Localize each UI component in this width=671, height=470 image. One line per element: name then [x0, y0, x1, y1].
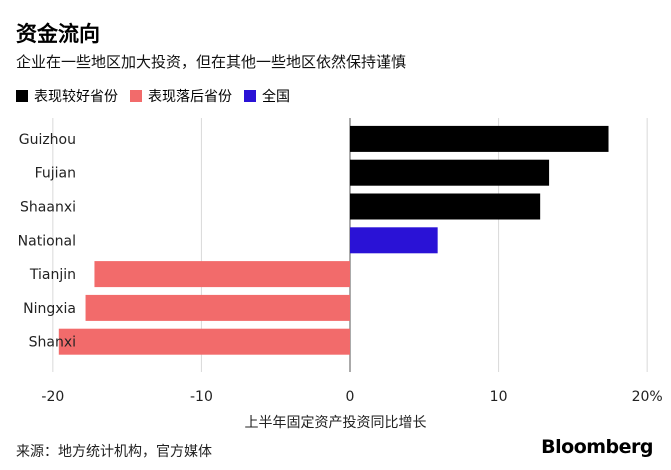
legend-swatch-national: [244, 90, 256, 102]
x-tick-label-1: -10: [190, 389, 213, 405]
bar-fujian: [350, 159, 550, 186]
legend: 表现较好省份 表现落后省份 全国: [16, 86, 302, 106]
bar-ningxia: [85, 294, 351, 321]
x-tick-label-4: 20%: [632, 389, 663, 405]
legend-item-national: 全国: [244, 86, 290, 106]
category-label-tianjin: Tianjin: [29, 267, 76, 283]
bar-shanxi: [58, 328, 351, 355]
category-labels: Guizhou Fujian Shaanxi National Tianjin Ningx…: [18, 132, 76, 351]
tick-labels: -20 -10 0 10 20%: [41, 389, 662, 405]
bar-shaanxi: [350, 193, 541, 220]
bar-tianjin: [94, 261, 350, 288]
bar-layer: [58, 125, 609, 355]
bloomberg-logo: Bloomberg: [541, 436, 653, 458]
category-label-shaanxi: Shaanxi: [20, 200, 76, 216]
x-tick-label-0: -20: [41, 389, 64, 405]
category-label-guizhou: Guizhou: [19, 132, 76, 148]
legend-label-national: 全国: [262, 89, 290, 105]
legend-item-better: 表现较好省份: [16, 86, 118, 106]
x-axis-label: 上半年固定资产投资同比增长: [244, 415, 427, 431]
bar-national: [350, 227, 438, 254]
legend-swatch-better: [16, 90, 28, 102]
category-label-shanxi: Shanxi: [29, 335, 76, 351]
legend-swatch-lagging: [130, 90, 142, 102]
legend-label-better: 表现较好省份: [34, 89, 118, 105]
category-label-national: National: [18, 233, 76, 249]
legend-label-lagging: 表现落后省份: [148, 89, 232, 105]
chart-subtitle: 企业在一些地区加大投资，但在其他一些地区依然保持谨慎: [16, 53, 407, 71]
source-note: 来源：地方统计机构，官方媒体: [16, 444, 212, 460]
category-label-ningxia: Ningxia: [23, 301, 76, 317]
x-tick-label-2: 0: [346, 389, 355, 405]
bar-guizhou: [350, 125, 609, 152]
legend-item-lagging: 表现落后省份: [130, 86, 232, 106]
x-tick-label-3: 10: [490, 389, 508, 405]
category-label-fujian: Fujian: [35, 166, 76, 182]
chart-title: 资金流向: [16, 22, 100, 46]
